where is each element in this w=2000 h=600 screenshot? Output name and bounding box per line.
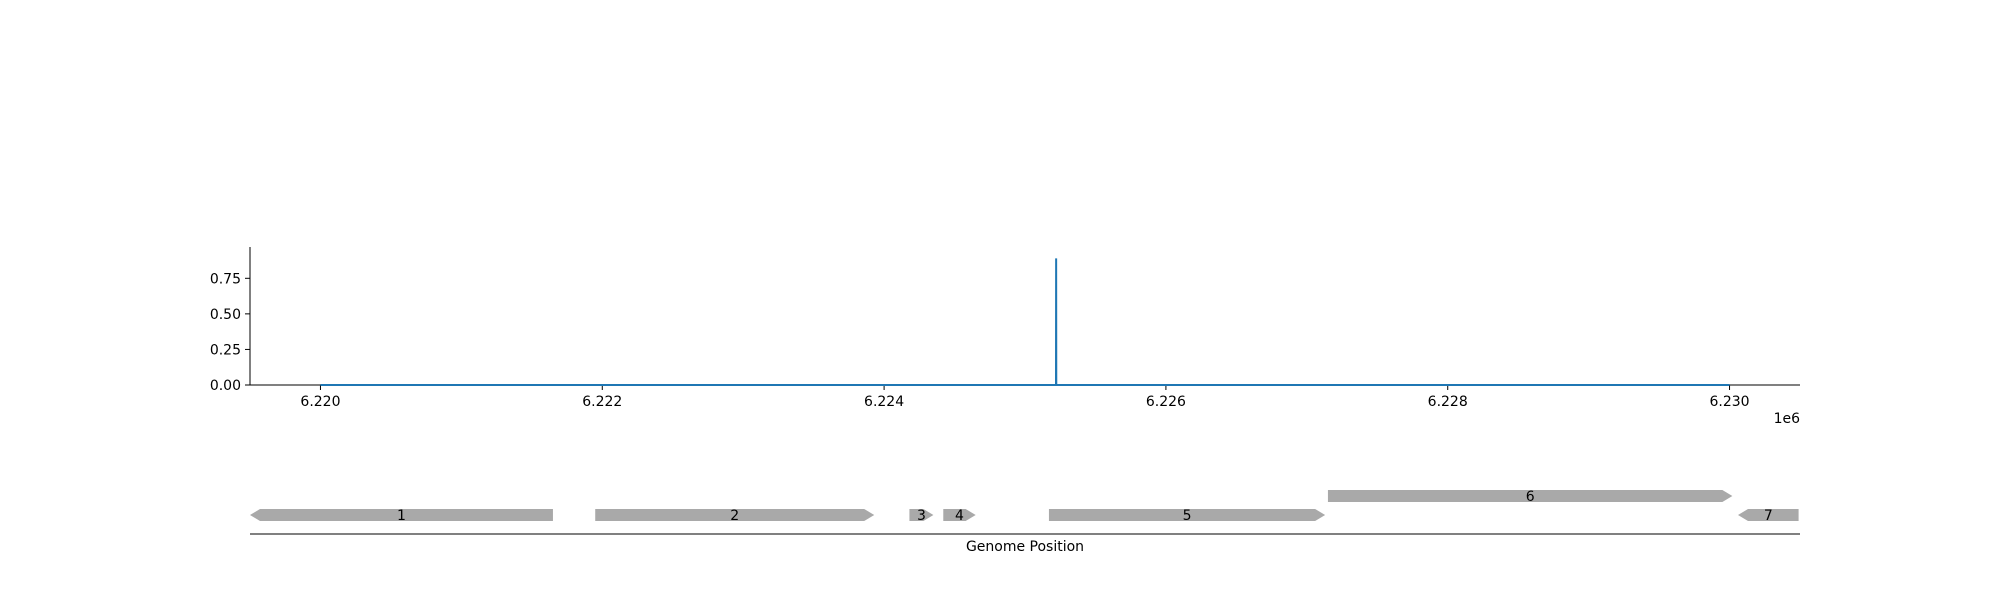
x-tick-label: 6.226 bbox=[1146, 394, 1186, 410]
x-tick-label: 6.224 bbox=[864, 394, 904, 410]
gene-arrow bbox=[1327, 490, 1733, 502]
x-tick-label: 6.220 bbox=[300, 394, 340, 410]
gene-label: 2 bbox=[730, 508, 739, 524]
y-tick-label: 0.75 bbox=[210, 271, 241, 287]
x-tick-label: 6.222 bbox=[582, 394, 622, 410]
gene-label: 3 bbox=[917, 508, 926, 524]
x-tick-label: 6.230 bbox=[1709, 394, 1749, 410]
series-line bbox=[320, 258, 1730, 386]
gene-arrow bbox=[250, 509, 553, 521]
gene-label: 6 bbox=[1526, 489, 1535, 505]
gene-arrow bbox=[1048, 509, 1326, 521]
y-tick-label: 0.50 bbox=[210, 307, 241, 323]
gene-arrow bbox=[595, 509, 875, 521]
gene-track: 1 2 3 4 5 6 7 Genome Position bbox=[250, 489, 1800, 555]
gene-track-xlabel: Genome Position bbox=[966, 539, 1084, 555]
gene-label: 4 bbox=[955, 508, 964, 524]
x-tick-label: 6.228 bbox=[1428, 394, 1468, 410]
gene-label: 5 bbox=[1183, 508, 1192, 524]
gene-label: 7 bbox=[1764, 508, 1773, 524]
gene-arrow bbox=[1738, 509, 1799, 521]
gene-label: 1 bbox=[397, 508, 406, 524]
signal-plot: 0.00 0.25 0.50 0.75 6.220 6.222 6.224 6.226 6.22… bbox=[210, 247, 1800, 427]
y-tick-label: 0.25 bbox=[210, 342, 241, 358]
y-tick-label: 0.00 bbox=[210, 378, 241, 394]
gene-arrow bbox=[909, 509, 934, 521]
x-offset-label: 1e6 bbox=[1774, 411, 1801, 427]
gene-arrow bbox=[943, 509, 976, 521]
